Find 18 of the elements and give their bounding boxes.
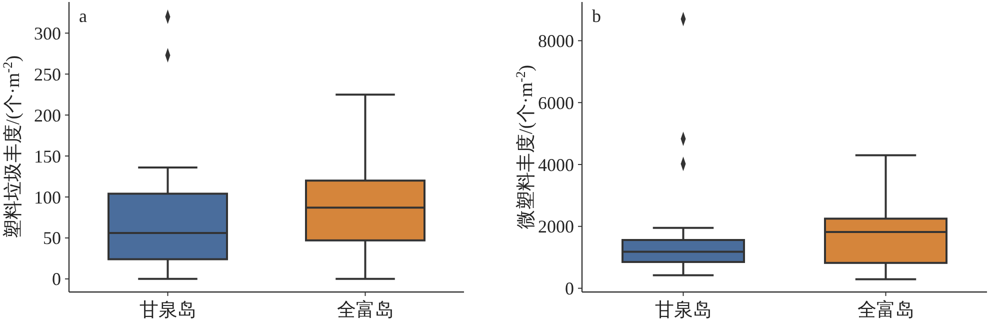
y-tick-label: 150 xyxy=(34,146,61,166)
y-tick-label: 100 xyxy=(34,187,61,208)
annotation: a xyxy=(79,6,87,26)
y-tick-label: 4000 xyxy=(538,154,574,175)
y-tick-label: 8000 xyxy=(538,30,574,51)
x-tick-label: 全富岛 xyxy=(857,299,914,321)
y-tick-label: 50 xyxy=(43,228,61,248)
y-tick-label: 200 xyxy=(34,105,61,126)
y-tick-label: 0 xyxy=(52,269,61,290)
y-tick-label: 2000 xyxy=(538,216,574,237)
x-tick-label: 甘泉岛 xyxy=(139,300,196,321)
x-tick-label: 全富岛 xyxy=(336,299,394,321)
y-tick-label: 6000 xyxy=(538,92,574,113)
x-tick-label: 甘泉岛 xyxy=(654,300,712,321)
annotation: b xyxy=(592,6,601,26)
y-tick-label: 300 xyxy=(34,23,61,44)
y-tick-label: 250 xyxy=(34,64,61,84)
y-tick-label: 0 xyxy=(565,278,574,299)
